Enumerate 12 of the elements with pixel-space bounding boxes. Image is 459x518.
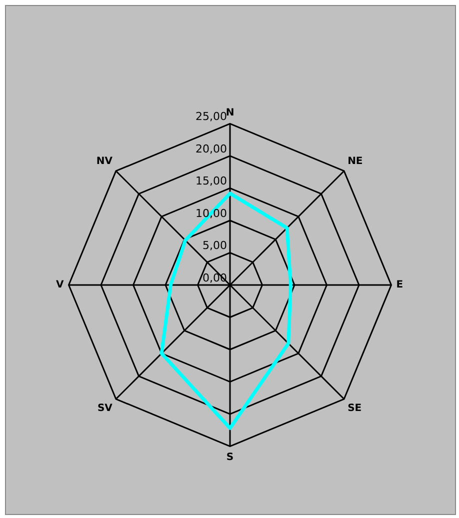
spoke-label: SV [97,403,113,414]
y-tick-label: 25,00 [196,110,227,124]
spoke-label: NV [96,156,113,168]
spoke-label: E [396,280,404,291]
y-tick-label: 15,00 [196,174,227,188]
y-tick-label: 20,00 [196,142,227,156]
spoke-label: SE [348,403,362,414]
spoke-label: S [226,452,234,463]
spoke-label: N [226,107,234,118]
y-tick-label: 5,00 [202,239,227,252]
spoke-label: V [56,280,64,291]
spoke-label: NE [348,156,363,168]
